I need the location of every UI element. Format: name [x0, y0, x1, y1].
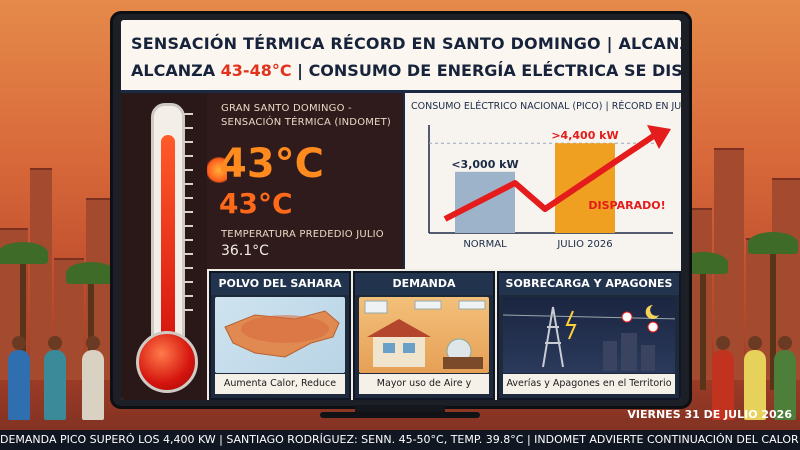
headline-temperature-range: 43-48°C	[220, 61, 292, 80]
headline-line-2: ALCANZA 43-48°C | CONSUMO DE ENERGÍA ELÉ…	[131, 61, 681, 80]
person-figure	[712, 336, 734, 420]
tile-title: DEMANDA RESIDENCIAL	[355, 273, 493, 312]
palm-tree	[0, 242, 48, 390]
tile-overload-blackouts: SOBRECARGA Y APAGONES Averías y Apagones…	[497, 271, 681, 400]
chart-bar-julio	[555, 143, 615, 233]
tv-stand	[355, 405, 445, 415]
tv-frame: SENSACIÓN TÉRMICA RÉCORD EN SANTO DOMING…	[113, 14, 689, 406]
palm-tree	[678, 252, 728, 390]
palm-tree	[748, 232, 798, 390]
palm-tree	[66, 262, 116, 390]
residential-scene-image	[359, 297, 489, 373]
temperature-panel: GRAN SANTO DOMINGO - SENSACIÓN TÉRMICA (…	[207, 93, 403, 269]
chart-title: CONSUMO ELÉCTRICO NACIONAL (PICO) | RÉCO…	[411, 101, 681, 112]
temp-feels-like-secondary: 43°C	[219, 187, 293, 220]
temp-feels-like: 43°C	[219, 141, 325, 187]
thermometer-panel	[121, 93, 207, 400]
tile-sahara-dust: POLVO DEL SAHARA Aumenta Calor, Reduce L…	[209, 271, 351, 400]
news-ticker: DEMANDA PICO SUPERÓ LOS 4,400 KW | SANTI…	[0, 430, 800, 450]
thermometer-icon	[151, 103, 185, 349]
chart-bar-normal	[455, 171, 515, 233]
temp-source-label: SENSACIÓN TÉRMICA (INDOMET)	[221, 117, 392, 128]
temp-avg-label: TEMPERATURA PREDEDIO JULIO	[221, 229, 384, 240]
person-figure	[8, 336, 30, 420]
person-figure	[44, 336, 66, 420]
chart-trend-arrow	[443, 132, 657, 222]
ticker-text: DEMANDA PICO SUPERÓ LOS 4,400 KW | SANTI…	[0, 433, 799, 446]
person-figure	[744, 336, 766, 420]
tile-caption: Aumenta Calor, Reduce Lluvias	[215, 374, 345, 400]
tile-title: SOBRECARGA Y APAGONES	[499, 273, 679, 295]
blackout-scene-image	[503, 297, 675, 373]
tv-screen: SENSACIÓN TÉRMICA RÉCORD EN SANTO DOMING…	[121, 20, 681, 400]
headline-banner: SENSACIÓN TÉRMICA RÉCORD EN SANTO DOMING…	[121, 20, 681, 93]
person-figure	[82, 336, 104, 420]
thermometer-fill	[161, 134, 175, 346]
chart-data-label: >4,400 kW	[551, 129, 618, 142]
thermometer-bulb	[136, 331, 198, 393]
chart-category-label: JULIO 2026	[556, 239, 612, 250]
tile-residential-demand: DEMANDA RESIDENCIAL Mayor uso de Aire y …	[353, 271, 495, 400]
tile-caption: Mayor uso de Aire y Abanicos	[359, 374, 489, 400]
thermometer-scale	[183, 113, 193, 323]
sahara-map-image	[215, 297, 345, 373]
broadcast-date: VIERNES 31 DE JULIO 2026	[627, 408, 792, 421]
tile-title: POLVO DEL SAHARA	[211, 273, 349, 295]
consumption-chart: <3,000 kW NORMAL >4,400 kW JULIO 2026 DISPAR…	[428, 125, 673, 250]
tile-caption: Averías y Apagones en el Territorio	[503, 374, 675, 394]
chart-trend-arrowhead	[647, 125, 671, 149]
heat-flare-icon	[207, 155, 227, 185]
tv-base	[320, 412, 480, 418]
chart-data-label: <3,000 kW	[451, 158, 518, 171]
chart-annotation: DISPARADO!	[588, 199, 665, 212]
chart-category-label: NORMAL	[463, 239, 507, 250]
temp-location-label: GRAN SANTO DOMINGO -	[221, 103, 352, 114]
consumption-chart-panel: CONSUMO ELÉCTRICO NACIONAL (PICO) | RÉCO…	[403, 93, 681, 269]
temp-avg-value: 36.1°C	[221, 243, 269, 259]
headline-line-1: SENSACIÓN TÉRMICA RÉCORD EN SANTO DOMING…	[131, 34, 681, 53]
person-figure	[774, 336, 796, 420]
